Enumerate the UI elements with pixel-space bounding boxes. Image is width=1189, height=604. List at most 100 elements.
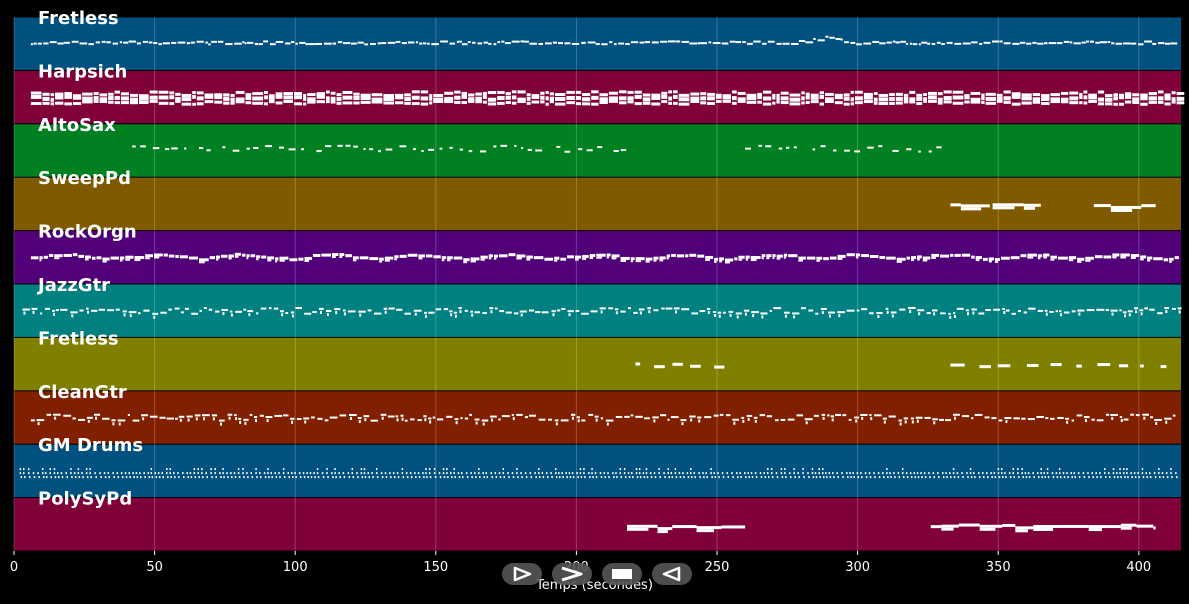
note bbox=[1132, 93, 1140, 97]
note bbox=[351, 42, 357, 45]
note bbox=[222, 472, 224, 475]
note bbox=[895, 92, 903, 96]
note bbox=[895, 41, 900, 44]
note bbox=[234, 252, 241, 256]
note bbox=[359, 256, 369, 260]
note bbox=[427, 42, 430, 45]
note bbox=[566, 476, 568, 479]
note bbox=[371, 100, 383, 104]
note bbox=[950, 476, 952, 479]
note bbox=[41, 472, 44, 475]
note bbox=[413, 309, 422, 312]
note bbox=[718, 476, 720, 479]
note bbox=[498, 472, 501, 475]
note bbox=[531, 94, 540, 99]
note bbox=[331, 253, 339, 257]
note bbox=[279, 476, 281, 479]
note bbox=[878, 93, 889, 97]
note bbox=[263, 472, 266, 475]
note bbox=[1116, 472, 1118, 475]
note bbox=[818, 472, 820, 475]
note bbox=[304, 420, 307, 424]
play-button[interactable] bbox=[502, 563, 542, 585]
note bbox=[924, 416, 931, 419]
note bbox=[127, 413, 130, 416]
note bbox=[368, 476, 370, 479]
note bbox=[516, 413, 523, 416]
note bbox=[360, 96, 371, 101]
note bbox=[253, 146, 259, 149]
note bbox=[256, 255, 261, 259]
note bbox=[171, 41, 177, 44]
note bbox=[886, 256, 896, 260]
note bbox=[48, 254, 54, 258]
note bbox=[444, 100, 454, 104]
note bbox=[428, 468, 431, 471]
note bbox=[767, 472, 769, 475]
note bbox=[867, 146, 874, 149]
note bbox=[517, 97, 526, 102]
note bbox=[816, 259, 820, 262]
stop-button[interactable] bbox=[602, 563, 642, 585]
note bbox=[882, 472, 884, 475]
note bbox=[1112, 256, 1117, 259]
note bbox=[401, 42, 407, 45]
note bbox=[788, 254, 798, 258]
note bbox=[535, 476, 537, 479]
note bbox=[456, 40, 460, 43]
note bbox=[542, 476, 545, 479]
note bbox=[827, 414, 830, 417]
note bbox=[115, 308, 120, 311]
note bbox=[836, 472, 838, 475]
note bbox=[833, 476, 835, 479]
note bbox=[715, 94, 722, 99]
note bbox=[423, 415, 427, 418]
note bbox=[415, 476, 417, 479]
track-lane bbox=[14, 177, 1181, 231]
note bbox=[178, 476, 180, 479]
forward-button[interactable] bbox=[552, 563, 592, 585]
rewind-button[interactable] bbox=[652, 563, 692, 585]
note bbox=[227, 476, 229, 479]
note bbox=[162, 42, 170, 45]
note bbox=[168, 308, 172, 311]
note bbox=[337, 41, 343, 44]
note bbox=[535, 149, 543, 152]
note bbox=[360, 100, 371, 104]
note bbox=[79, 42, 88, 45]
note bbox=[763, 472, 766, 475]
note bbox=[434, 476, 437, 479]
note bbox=[129, 314, 132, 318]
note bbox=[114, 101, 120, 105]
note bbox=[1170, 468, 1172, 471]
note bbox=[718, 314, 721, 318]
note bbox=[950, 253, 954, 257]
note bbox=[1001, 256, 1010, 260]
note bbox=[274, 414, 283, 417]
note bbox=[571, 416, 574, 420]
note bbox=[275, 40, 284, 43]
note bbox=[158, 43, 162, 46]
track-name: AltoSax bbox=[38, 115, 116, 136]
note bbox=[1145, 472, 1147, 475]
note bbox=[874, 476, 876, 479]
note bbox=[877, 315, 880, 319]
note bbox=[843, 102, 850, 106]
note bbox=[334, 468, 336, 471]
note bbox=[1164, 417, 1172, 420]
note bbox=[404, 419, 408, 422]
note bbox=[638, 308, 645, 311]
note bbox=[869, 414, 872, 417]
note bbox=[607, 472, 609, 475]
note bbox=[291, 420, 294, 424]
note bbox=[432, 416, 436, 419]
note bbox=[979, 365, 991, 369]
note bbox=[969, 472, 972, 475]
note bbox=[599, 97, 608, 102]
note bbox=[834, 101, 843, 105]
note bbox=[952, 468, 955, 471]
note bbox=[856, 43, 862, 46]
note bbox=[783, 256, 786, 259]
note bbox=[1171, 100, 1176, 104]
note bbox=[234, 414, 237, 417]
